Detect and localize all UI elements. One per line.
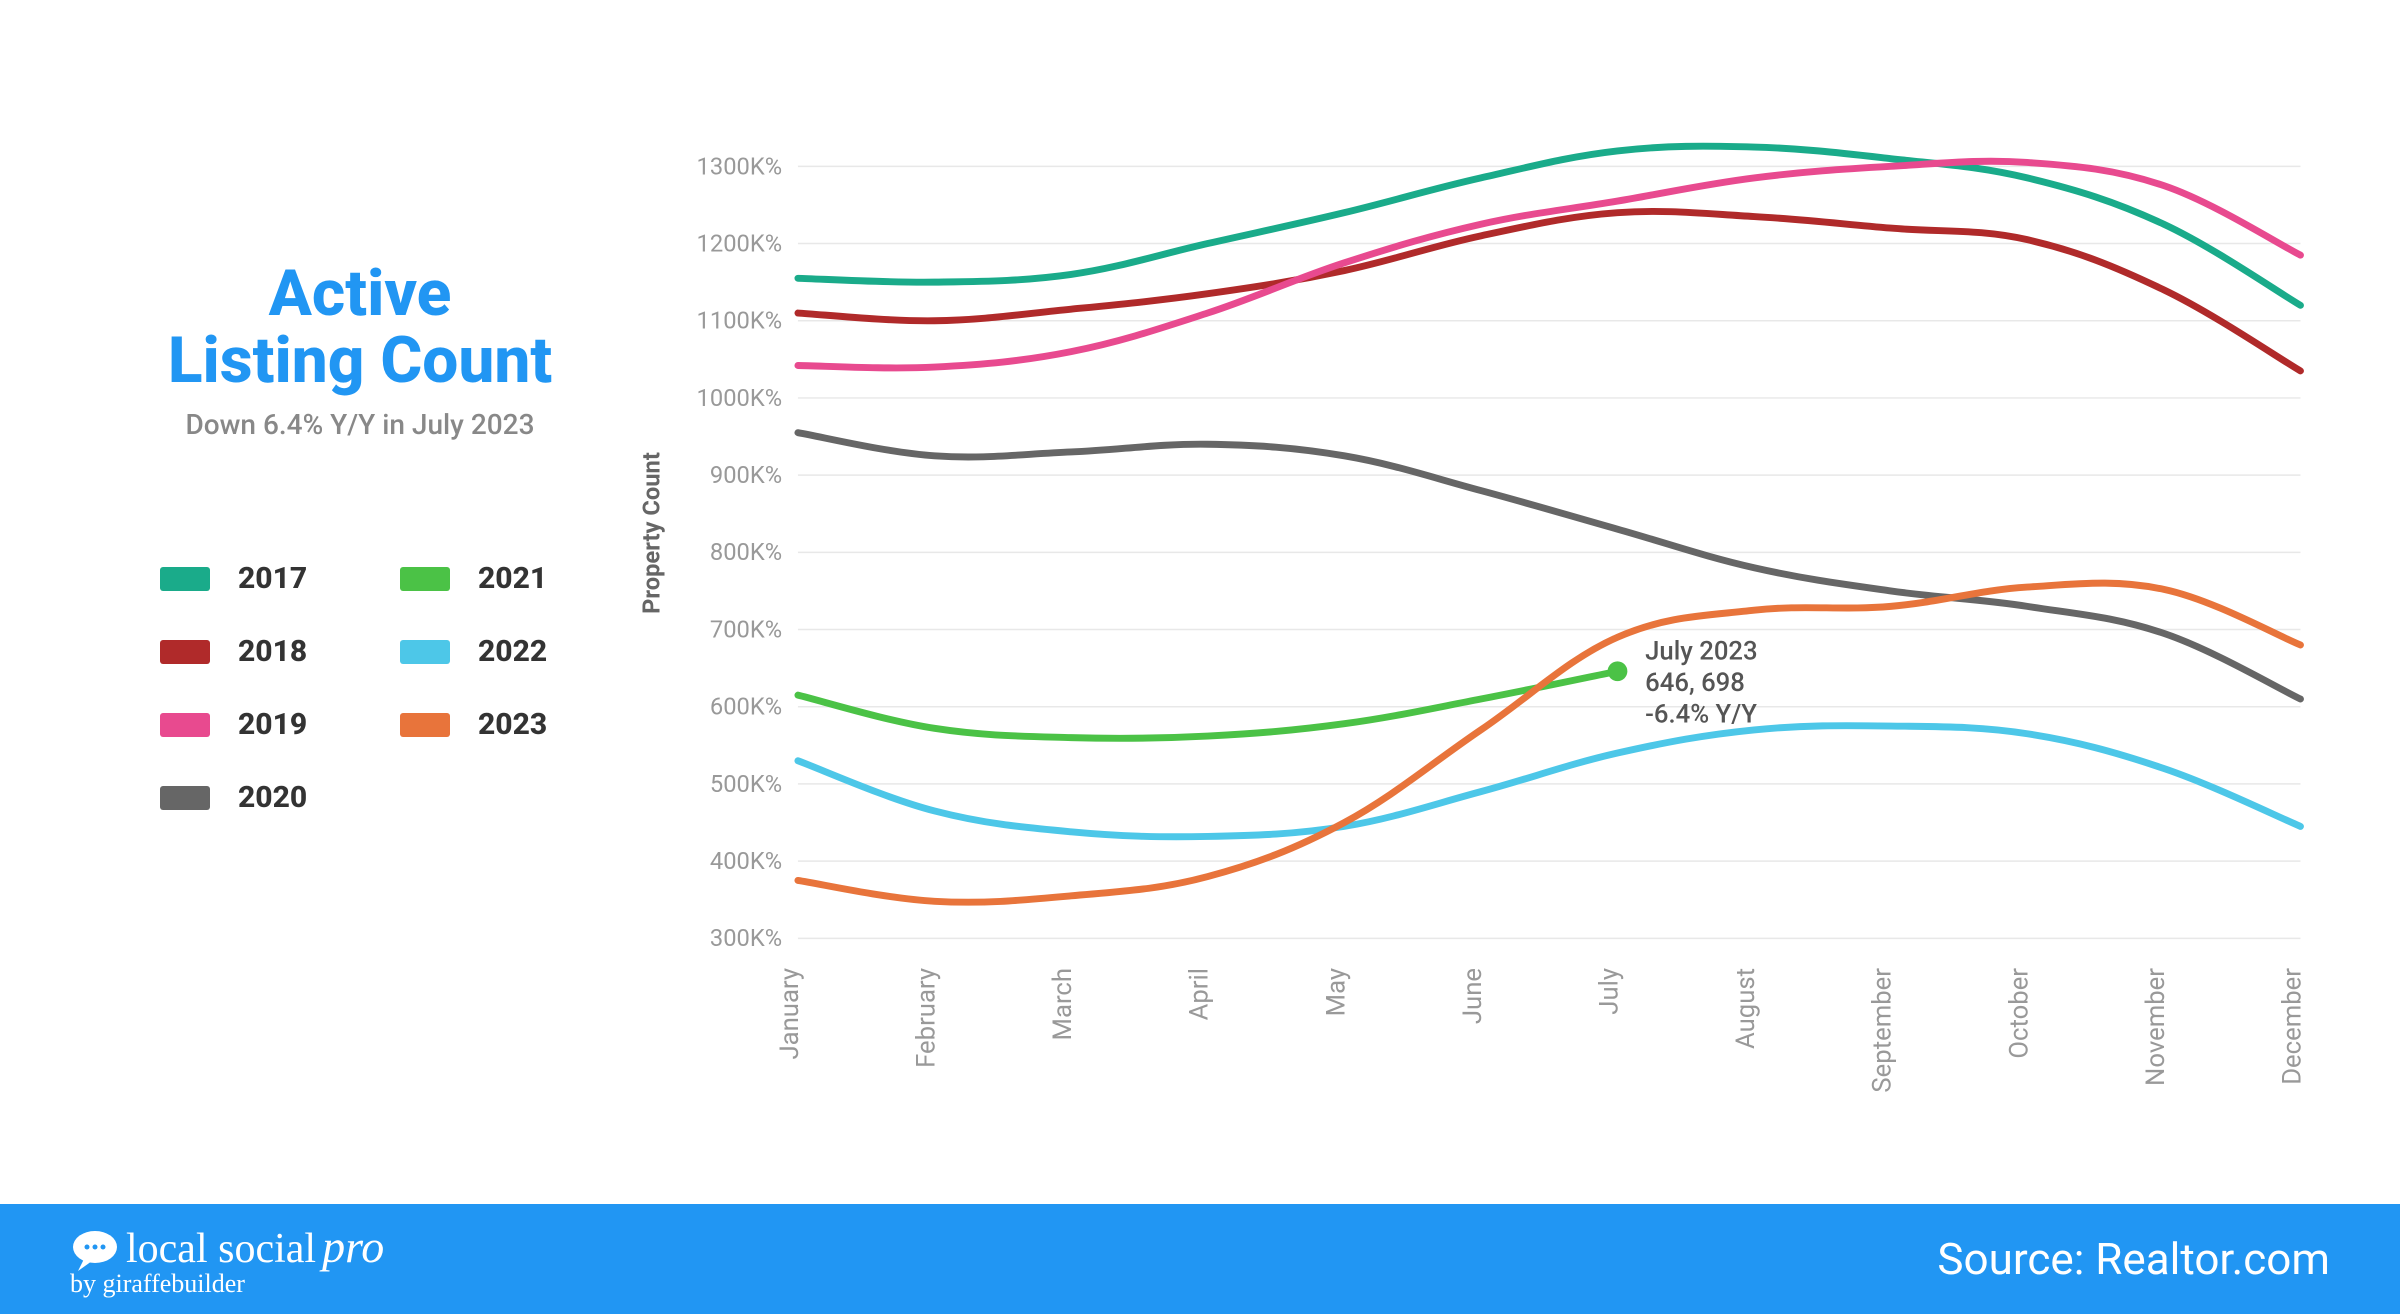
y-tick-label: 400K% bbox=[710, 847, 782, 875]
legend-swatch bbox=[400, 713, 450, 737]
legend: 2017 2021 2018 2022 2019 2023 2020 bbox=[100, 561, 620, 815]
y-tick-label: 500K% bbox=[710, 770, 782, 798]
series-line-2022 bbox=[798, 726, 2301, 837]
brand-main-text: local social bbox=[126, 1225, 316, 1273]
left-column: Active Listing Count Down 6.4% Y/Y in Ju… bbox=[60, 80, 620, 1164]
series-line-2018 bbox=[798, 211, 2301, 371]
legend-swatch bbox=[160, 567, 210, 591]
legend-swatch bbox=[400, 640, 450, 664]
legend-label: 2017 bbox=[238, 561, 307, 596]
brand-suffix-text: pro bbox=[322, 1220, 384, 1273]
legend-item-2018: 2018 bbox=[160, 634, 360, 669]
speech-bubble-icon bbox=[70, 1229, 120, 1273]
legend-item-2023: 2023 bbox=[400, 707, 600, 742]
x-tick-label: August bbox=[1731, 968, 1761, 1049]
legend-item-2021: 2021 bbox=[400, 561, 600, 596]
footer-brand: local social pro by giraffebuilder bbox=[70, 1220, 384, 1299]
y-tick-label: 300K% bbox=[710, 924, 782, 952]
footer-source: Source: Realtor.com bbox=[1937, 1233, 2330, 1285]
x-tick-label: January bbox=[775, 968, 805, 1060]
series-line-2017 bbox=[798, 146, 2301, 305]
footer-bar: local social pro by giraffebuilder Sourc… bbox=[0, 1204, 2400, 1314]
legend-item-2017: 2017 bbox=[160, 561, 360, 596]
legend-item-2019: 2019 bbox=[160, 707, 360, 742]
legend-label: 2022 bbox=[478, 634, 547, 669]
y-tick-label: 900K% bbox=[710, 461, 782, 489]
annotation-line: -6.4% Y/Y bbox=[1645, 700, 1757, 730]
y-tick-label: 800K% bbox=[710, 538, 782, 566]
legend-item-2022: 2022 bbox=[400, 634, 600, 669]
legend-swatch bbox=[400, 567, 450, 591]
page-root: Active Listing Count Down 6.4% Y/Y in Ju… bbox=[0, 0, 2400, 1314]
y-tick-label: 1300K% bbox=[697, 152, 783, 180]
x-tick-label: September bbox=[1868, 968, 1898, 1093]
legend-label: 2021 bbox=[478, 561, 547, 596]
legend-swatch bbox=[160, 640, 210, 664]
series-line-2021 bbox=[798, 671, 1618, 738]
x-tick-label: October bbox=[2004, 968, 2034, 1059]
annotation-line: 646, 698 bbox=[1645, 668, 1745, 698]
x-tick-label: November bbox=[2141, 968, 2171, 1086]
y-tick-label: 700K% bbox=[710, 615, 782, 643]
x-tick-label: February bbox=[912, 968, 942, 1068]
brand-byline: by giraffebuilder bbox=[70, 1269, 384, 1299]
brand-top-row: local social pro bbox=[70, 1220, 384, 1273]
x-tick-label: March bbox=[1048, 968, 1078, 1040]
x-tick-label: June bbox=[1458, 968, 1488, 1024]
x-tick-label: April bbox=[1185, 968, 1215, 1020]
x-tick-label: December bbox=[2277, 968, 2307, 1085]
line-chart: 300K% 400K% 500K% 600K% 700K% 800K% 900K% 1000K… bbox=[620, 80, 2340, 1164]
y-tick-label: 1200K% bbox=[697, 229, 783, 257]
legend-label: 2023 bbox=[478, 707, 547, 742]
legend-item-2020: 2020 bbox=[160, 780, 360, 815]
title-line-1: Active bbox=[269, 256, 452, 331]
y-tick-label: 600K% bbox=[710, 693, 782, 721]
y-axis-title: Property Count bbox=[638, 452, 666, 614]
y-tick-label: 1000K% bbox=[697, 384, 783, 412]
content-area: Active Listing Count Down 6.4% Y/Y in Ju… bbox=[0, 0, 2400, 1204]
y-tick-label: 1100K% bbox=[697, 307, 783, 335]
chart-title: Active Listing Count bbox=[100, 260, 620, 394]
legend-swatch bbox=[160, 786, 210, 810]
annotation-line: July 2023 bbox=[1645, 636, 1757, 666]
title-line-2: Listing Count bbox=[168, 323, 552, 398]
chart-column: 300K% 400K% 500K% 600K% 700K% 800K% 900K% 1000K… bbox=[620, 80, 2340, 1164]
legend-label: 2020 bbox=[238, 780, 307, 815]
x-tick-label: July bbox=[1594, 968, 1624, 1015]
chart-subtitle: Down 6.4% Y/Y in July 2023 bbox=[100, 408, 620, 441]
legend-swatch bbox=[160, 713, 210, 737]
annotation-marker bbox=[1608, 661, 1628, 681]
series-line-2020 bbox=[798, 433, 2301, 699]
x-tick-label: May bbox=[1321, 968, 1351, 1016]
legend-label: 2018 bbox=[238, 634, 307, 669]
legend-label: 2019 bbox=[238, 707, 307, 742]
